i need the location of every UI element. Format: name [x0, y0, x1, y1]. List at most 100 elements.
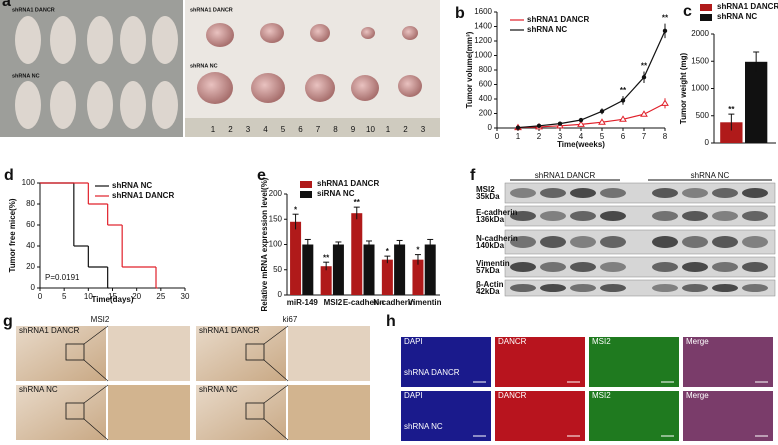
blot-band	[600, 211, 626, 221]
channel-label: DAPI	[404, 391, 423, 400]
group-label: shRNA NC	[12, 73, 40, 79]
ruler-number: 1	[211, 125, 216, 134]
marker	[619, 115, 627, 122]
blot-band	[510, 284, 536, 292]
zoom-box	[245, 343, 265, 361]
blot-band	[652, 284, 678, 292]
ruler-number: 1	[386, 125, 391, 134]
blot-band	[510, 262, 536, 272]
marker	[599, 109, 605, 114]
y-axis-label: Tumor weight (mg)	[679, 52, 688, 124]
x-tick-label: 7	[642, 132, 647, 141]
x-tick-label: 1	[516, 132, 521, 141]
y-tick-label: 200	[479, 109, 493, 118]
blot-band	[600, 262, 626, 272]
ruler-number: 8	[333, 125, 338, 134]
legend-label: shRNA1 DANCR	[527, 15, 589, 24]
fluorescence-image	[401, 391, 491, 441]
blot-band	[682, 262, 708, 272]
ihc-image	[16, 385, 106, 440]
significance: *	[386, 247, 390, 256]
sample-label: shRNA NC	[19, 385, 58, 394]
blot-band	[652, 236, 678, 248]
panel-letter: f	[470, 167, 476, 184]
ruler-number: 3	[421, 125, 426, 134]
channel-label: DANCR	[498, 391, 527, 400]
y-tick-label: 1000	[691, 84, 709, 93]
blot-strip	[504, 279, 776, 297]
bar	[720, 122, 743, 143]
x-axis-label: Time(weeks)	[557, 140, 605, 149]
y-tick-label: 800	[479, 65, 493, 74]
legend-swatch	[700, 14, 712, 21]
significance: **	[662, 14, 669, 23]
zoom-line	[83, 359, 109, 382]
x-tick-label: Vimentin	[408, 298, 442, 307]
bar	[745, 61, 768, 143]
channel-label: MSI2	[592, 391, 611, 400]
panel-letter: c	[683, 3, 692, 20]
marker	[662, 28, 668, 34]
blot-band	[510, 188, 536, 198]
y-tick-label: 1400	[474, 22, 492, 31]
y-tick-label: 500	[696, 111, 710, 120]
zoom-box	[65, 402, 85, 420]
zoom-line	[263, 384, 289, 404]
y-tick-label: 1000	[474, 51, 492, 60]
blot-band	[570, 188, 596, 198]
group-label: shRNA DANCR	[404, 368, 460, 377]
x-tick-label: 3	[558, 132, 563, 141]
y-tick-label: 150	[269, 214, 283, 223]
fluorescence-image	[683, 391, 773, 441]
blot-band	[682, 284, 708, 292]
x-tick-label: 4	[579, 132, 584, 141]
blot-band	[570, 211, 596, 221]
zoom-line	[263, 418, 289, 441]
y-tick-label: 100	[269, 240, 283, 249]
fluorescence-image	[495, 391, 585, 441]
group-label: shRNA1 DANCR	[190, 7, 233, 13]
y-tick-label: 100	[22, 178, 36, 187]
group-label: shRNA NC	[404, 422, 443, 431]
blot-band	[600, 284, 626, 292]
marker	[536, 123, 542, 129]
ihc-zoom	[288, 385, 370, 440]
protein-label: Vimentin	[476, 259, 510, 268]
ihc-zoom	[288, 326, 370, 381]
blot-band	[570, 262, 596, 272]
legend-label: shRNA1 DANCR	[112, 191, 174, 200]
fluorescence-image	[401, 337, 491, 387]
ihc-image	[196, 326, 286, 381]
blot-band	[570, 236, 596, 248]
ruler-number: 2	[403, 125, 408, 134]
y-tick-label: 50	[273, 265, 282, 274]
zoom-line	[83, 384, 109, 404]
y-tick-label: 1500	[691, 56, 709, 65]
legend-swatch	[700, 4, 712, 11]
panel-letter: h	[386, 313, 396, 330]
size-label: 140kDa	[476, 241, 505, 250]
blot-band	[540, 284, 566, 292]
y-tick-label: 0	[705, 138, 710, 147]
channel-label: DANCR	[498, 337, 527, 346]
x-tick-label: N-cadherin	[373, 298, 415, 307]
x-tick-label: 2	[537, 132, 542, 141]
zoom-line	[263, 359, 289, 382]
blot-band	[540, 211, 566, 221]
marker	[515, 125, 521, 130]
marker	[557, 121, 563, 126]
stain-title: ki67	[283, 315, 298, 324]
blot-group: shRNA NC	[691, 171, 730, 180]
significance: **	[323, 253, 330, 262]
x-tick-label: MSI2	[324, 298, 343, 307]
ruler	[185, 118, 440, 137]
channel-label: DAPI	[404, 337, 423, 346]
legend-label: siRNA NC	[317, 189, 355, 198]
x-tick-label: 30	[181, 292, 190, 301]
blot-band	[682, 236, 708, 248]
y-axis-label: Tumor volume(mm³)	[465, 31, 474, 108]
y-axis-label: Relative mRNA expression level(%)	[260, 177, 269, 311]
blot-band	[540, 236, 566, 248]
size-label: 35kDa	[476, 192, 500, 201]
blot-band	[742, 188, 768, 198]
